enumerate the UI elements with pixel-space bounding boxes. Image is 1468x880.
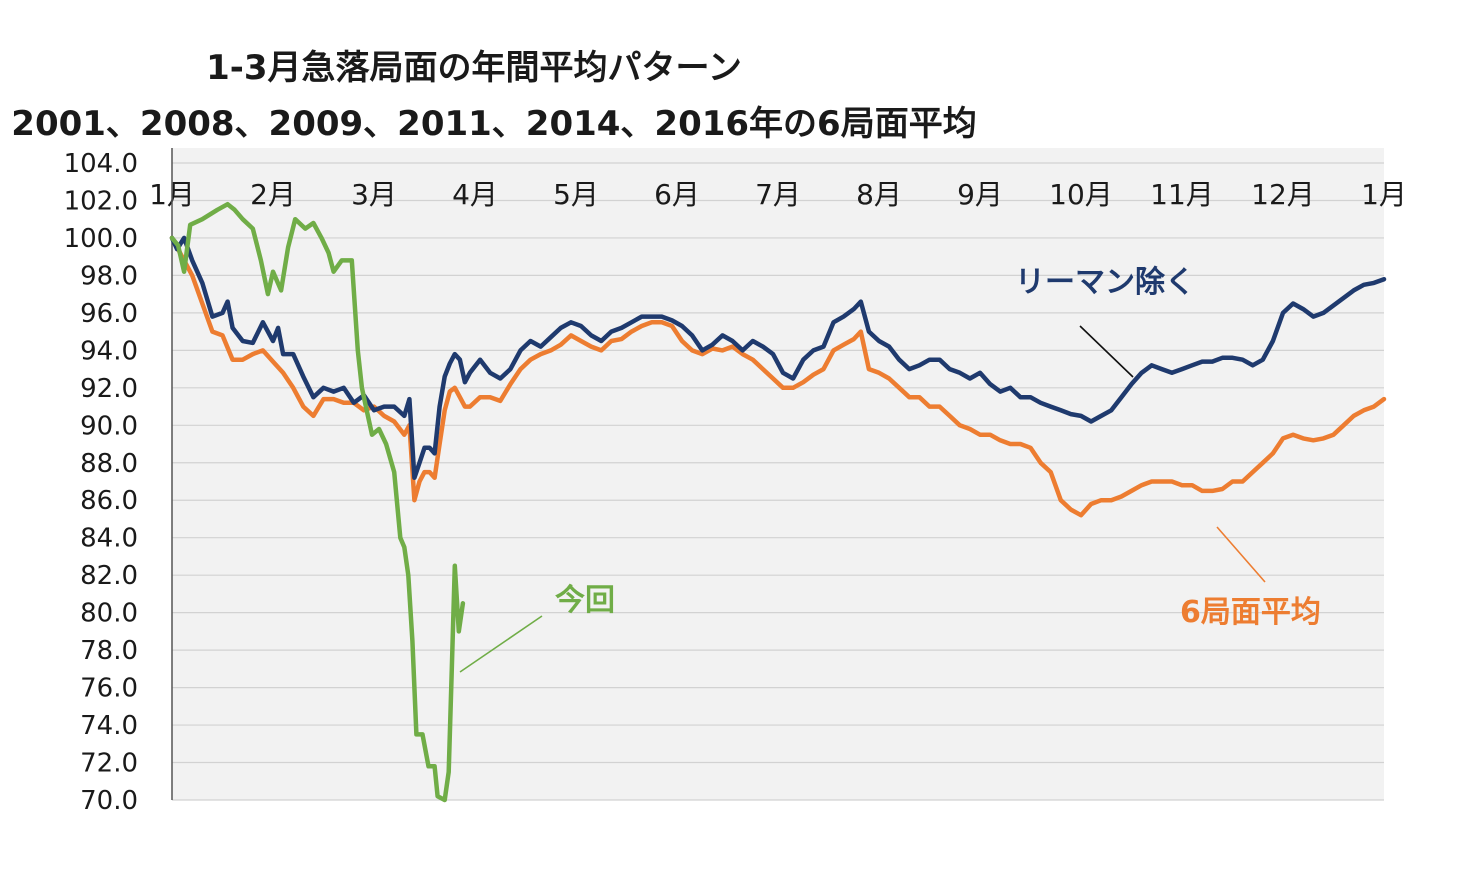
y-tick-label: 100.0 (64, 224, 138, 254)
x-axis: 1月 2月 3月 4月 5月 6月 7月 8月 9月 10月 11月 12月 1月 (149, 178, 1407, 211)
y-axis: 104.0 102.0 100.0 98.0 96.0 94.0 92.0 90.0 88.0 8… (64, 149, 138, 816)
y-tick-label: 70.0 (80, 786, 138, 816)
series-group (169, 201, 1387, 803)
annotation-leader-line (1079, 325, 1134, 378)
y-tick-label: 96.0 (80, 299, 138, 329)
chart-subtitle: 2001、2008、2009、2011、2014、2016年の6局面平均 (11, 104, 977, 144)
x-tick-label: 10月 (1049, 178, 1113, 211)
y-tick-label: 98.0 (80, 261, 138, 291)
x-tick-label: 6月 (654, 178, 700, 211)
series-line-current (169, 201, 466, 803)
y-tick-label: 94.0 (80, 336, 138, 366)
y-tick-label: 104.0 (64, 149, 138, 179)
y-tick-label: 84.0 (80, 524, 138, 554)
y-tick-label: 78.0 (80, 636, 138, 666)
y-tick-label: 80.0 (80, 599, 138, 629)
y-tick-label: 90.0 (80, 411, 138, 441)
annotation-ex-lehman: リーマン除く (1015, 265, 1195, 300)
x-tick-label: 5月 (553, 178, 599, 211)
chart-title: 1-3月急落局面の年間平均パターン (206, 48, 742, 88)
annotation-leader-line (1216, 526, 1266, 583)
y-tick-label: 82.0 (80, 561, 138, 591)
gridlines (172, 162, 1384, 801)
series-line-ex-lehman (169, 235, 1387, 481)
y-tick-label: 92.0 (80, 374, 138, 404)
x-tick-label: 2月 (250, 178, 296, 211)
x-tick-label: 8月 (856, 178, 902, 211)
x-tick-label: 9月 (957, 178, 1003, 211)
plot-area (172, 148, 1384, 800)
x-tick-label: 12月 (1251, 178, 1315, 211)
annotation-six-average: 6局面平均 (1180, 595, 1321, 630)
x-tick-label: 4月 (452, 178, 498, 211)
y-tick-label: 76.0 (80, 674, 138, 704)
series-line-six-average (169, 235, 1387, 518)
y-tick-label: 74.0 (80, 711, 138, 741)
y-tick-label: 72.0 (80, 749, 138, 779)
x-tick-label: 7月 (755, 178, 801, 211)
annotation-current: 今回 (555, 583, 615, 618)
annotation-leader-line (459, 615, 543, 673)
y-tick-label: 86.0 (80, 486, 138, 516)
y-tick-label: 102.0 (64, 186, 138, 216)
x-tick-label: 11月 (1150, 178, 1214, 211)
y-tick-label: 88.0 (80, 449, 138, 479)
x-tick-label: 3月 (351, 178, 397, 211)
x-tick-label: 1月 (1361, 178, 1407, 211)
